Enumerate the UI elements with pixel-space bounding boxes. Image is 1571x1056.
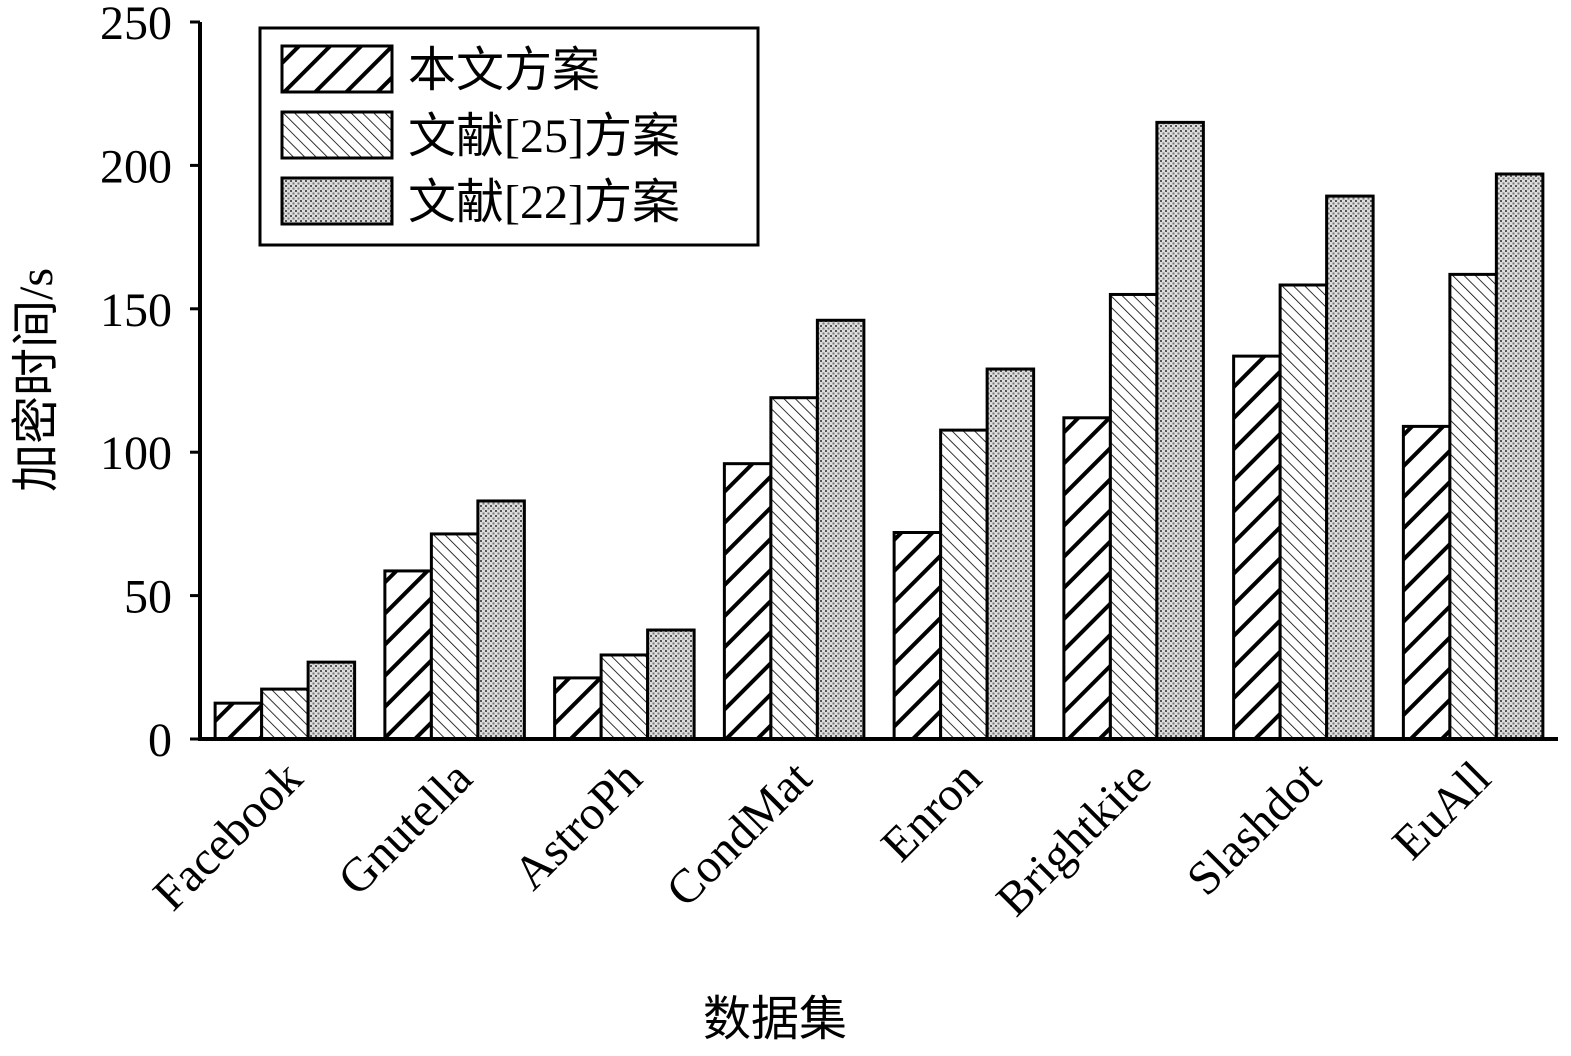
bar: [429, 532, 480, 741]
bar: [476, 499, 526, 741]
x-tick-label: CondMat: [656, 751, 822, 917]
bar: [939, 428, 989, 741]
axes: [198, 22, 1558, 741]
y-tick-label: 200: [100, 140, 172, 193]
y-tick-label: 0: [148, 714, 172, 767]
bar: [815, 318, 866, 741]
legend-label: 文献[22]方案: [408, 176, 680, 229]
bar: [1108, 292, 1159, 741]
bar: [1325, 194, 1375, 741]
bar: [599, 653, 650, 741]
x-tick-label: EuAll: [1382, 751, 1501, 870]
x-axis-title: 数据集: [703, 993, 847, 1046]
x-tick-label: Brightkite: [986, 751, 1161, 926]
bar: [769, 396, 819, 741]
legend-label: 本文方案: [408, 44, 600, 97]
legend-label: 文献[25]方案: [408, 110, 680, 163]
bar: [1448, 272, 1498, 741]
bar: [1232, 354, 1282, 741]
bar: [383, 569, 433, 741]
bar: [985, 367, 1036, 741]
bar: [892, 531, 943, 741]
bar: [213, 701, 264, 741]
legend-swatch: [280, 110, 394, 160]
y-tick-label: 50: [124, 571, 172, 624]
x-tick-label: Gnutella: [328, 751, 482, 905]
legend-swatch: [280, 44, 394, 94]
x-tick-label: Enron: [871, 751, 991, 871]
bar: [306, 660, 357, 741]
y-tick-label: 150: [100, 284, 172, 337]
y-tick-label: 100: [100, 427, 172, 480]
bar: [260, 687, 310, 741]
bar: [553, 676, 603, 741]
x-tick-label: Facebook: [143, 751, 312, 920]
bar: [1062, 416, 1112, 741]
x-tick-label: AstroPh: [503, 751, 652, 900]
bar: [1155, 120, 1205, 741]
y-axis-title: 加密时间/s: [10, 268, 63, 492]
x-tick-label: Slashdot: [1177, 751, 1332, 906]
bar: [1494, 172, 1545, 741]
legend-swatch: [280, 176, 394, 226]
bar: [646, 628, 696, 741]
bar: [1278, 283, 1329, 741]
bar: [722, 462, 773, 741]
bar: [1401, 424, 1452, 741]
y-tick-label: 250: [100, 0, 172, 50]
